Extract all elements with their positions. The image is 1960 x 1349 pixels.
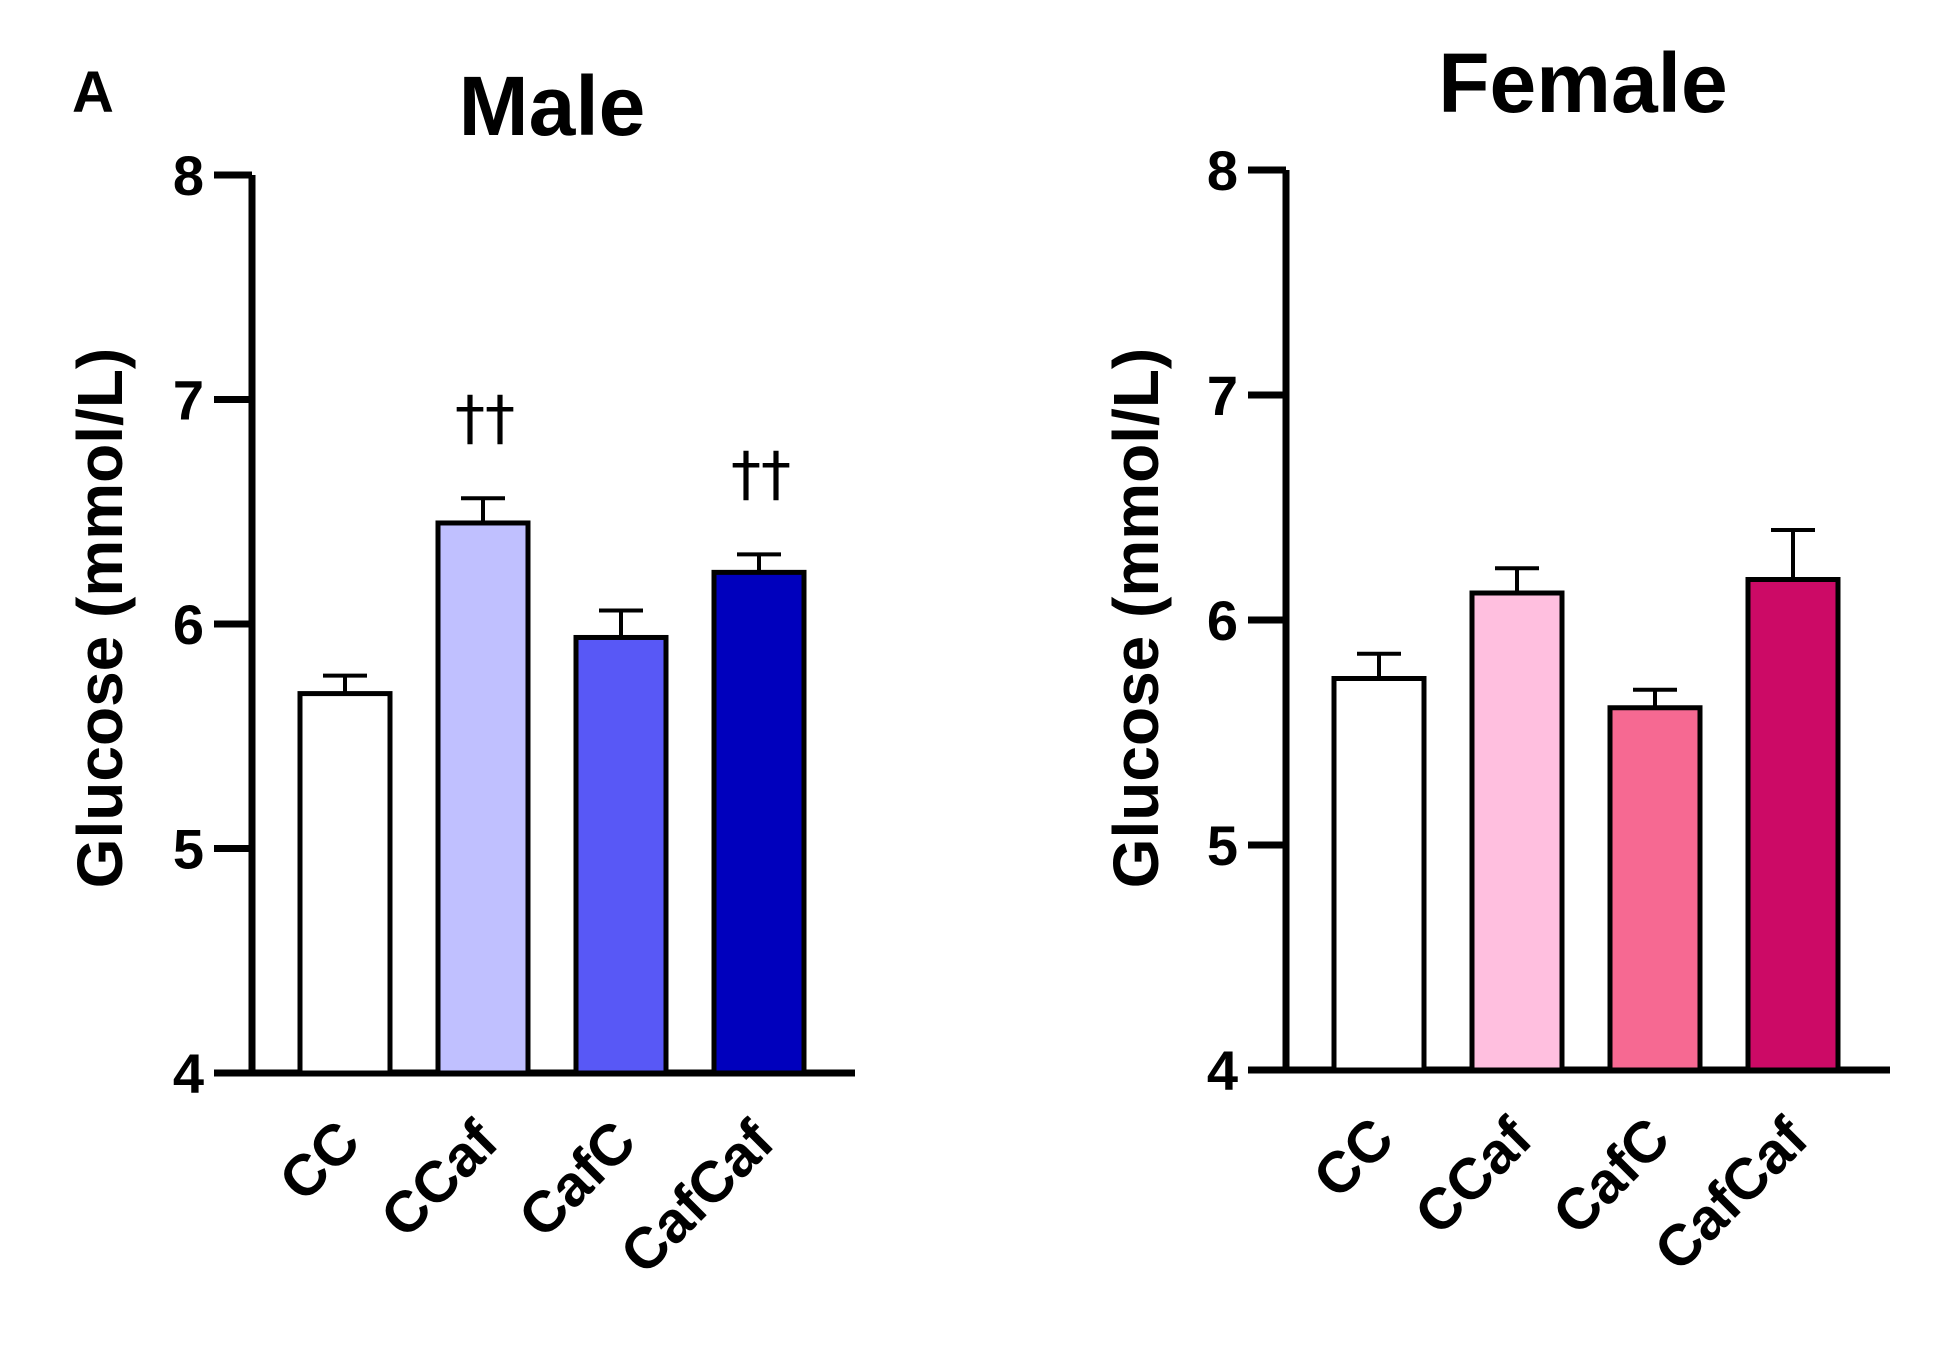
male-y-tick-label: 7: [173, 369, 204, 432]
female-x-tick-label-ccaf: CCaf: [1403, 1105, 1545, 1247]
male-chart-title: Male: [459, 59, 646, 153]
female-y-tick-label: 7: [1207, 364, 1238, 427]
male-chart: Male Glucose (mmol/L) 45678CC††CCafCafC†…: [64, 59, 855, 1286]
male-y-axis-label: Glucose (mmol/L): [64, 348, 136, 889]
male-bar-cafc: [573, 634, 669, 1076]
male-x-tick-label-cc: CC: [267, 1108, 372, 1213]
male-x-tick-label-ccaf: CCaf: [369, 1108, 511, 1250]
male-bar-ccaf: [435, 520, 531, 1076]
female-bar-cafcaf: [1745, 577, 1841, 1073]
male-significance-ccaf: ††: [455, 383, 515, 453]
female-bar-ccaf: [1469, 590, 1565, 1073]
female-y-tick-label: 5: [1207, 814, 1238, 877]
male-y-tick-label: 5: [173, 818, 204, 881]
male-y-tick-label: 6: [173, 593, 204, 656]
female-x-tick-label-cafcaf: CafCaf: [1642, 1105, 1821, 1284]
female-chart-title: Female: [1438, 36, 1728, 130]
male-y-tick-label: 4: [173, 1042, 204, 1105]
female-bar-cc: [1331, 676, 1427, 1073]
female-bar-cafc: [1607, 705, 1703, 1073]
female-y-tick-label: 8: [1207, 139, 1238, 202]
female-chart: Female Glucose (mmol/L) 45678CCCCafCafCC…: [1100, 36, 1890, 1283]
female-y-tick-label: 6: [1207, 589, 1238, 652]
male-bar-cafcaf: [711, 569, 807, 1076]
female-y-tick-label: 4: [1207, 1039, 1238, 1102]
female-x-tick-label-cc: CC: [1301, 1105, 1406, 1210]
panel-letter: A: [72, 60, 114, 125]
male-x-tick-label-cafcaf: CafCaf: [608, 1108, 787, 1287]
female-y-axis-label: Glucose (mmol/L): [1100, 348, 1172, 889]
male-bar-cc: [297, 691, 393, 1076]
male-y-tick-label: 8: [173, 144, 204, 207]
male-significance-cafcaf: ††: [731, 439, 791, 509]
